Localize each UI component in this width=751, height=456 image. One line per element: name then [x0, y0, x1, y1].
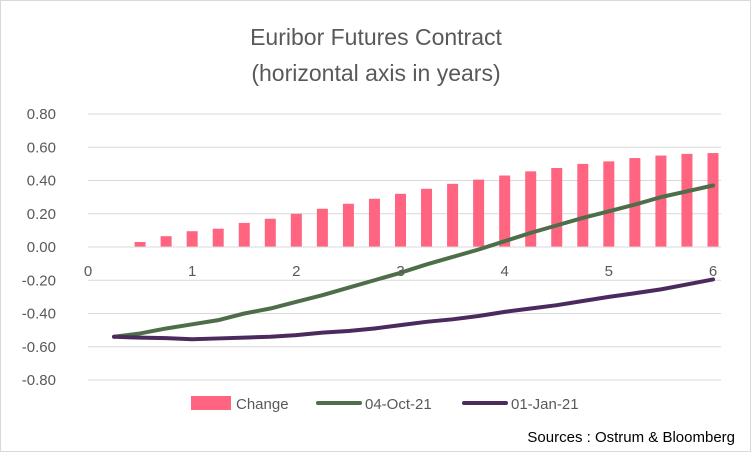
y-axis-ticks: 0.80 0.60 0.40 0.20 0.00 -0.20 -0.40 -0.60 -0.80 [22, 106, 56, 389]
x-tick-label: 0 [84, 263, 92, 280]
line-series [112, 183, 715, 342]
legend-label: 04-Oct-21 [365, 396, 432, 413]
y-tick-label: 0.40 [27, 173, 56, 190]
bar [238, 222, 250, 247]
bar [707, 153, 719, 247]
bar [212, 228, 224, 247]
bar [395, 193, 406, 247]
legend-label: 01-Jan-21 [511, 396, 579, 413]
bar [577, 163, 589, 247]
y-tick-label: -0.80 [22, 372, 56, 389]
x-tick-label: 1 [188, 263, 196, 280]
legend-swatch [191, 396, 231, 410]
bar [290, 213, 302, 247]
y-tick-label: -0.20 [22, 272, 56, 289]
bar [525, 171, 537, 247]
x-tick-label: 5 [605, 263, 613, 280]
chart-title-line2: (horizontal axis in years) [251, 60, 500, 86]
bar [134, 242, 146, 247]
x-axis-ticks: 0 1 2 3 4 5 6 [84, 263, 717, 280]
x-tick-label: 3 [396, 263, 404, 280]
x-tick-label: 4 [500, 263, 508, 280]
bar [473, 179, 485, 247]
bar [603, 161, 615, 247]
series-line [112, 183, 715, 339]
x-tick-label: 6 [709, 263, 717, 280]
bar [681, 153, 693, 247]
y-tick-label: 0.00 [27, 239, 56, 256]
source-note: Sources : Ostrum & Bloomberg [527, 429, 735, 446]
series-line [112, 277, 715, 342]
bar [499, 175, 511, 247]
bar [186, 231, 198, 247]
legend: Change 04-Oct-21 01-Jan-21 [191, 396, 579, 413]
bar [264, 218, 276, 247]
chart-title-line1: Euribor Futures Contract [250, 24, 502, 50]
x-tick-label: 2 [292, 263, 300, 280]
y-tick-label: -0.60 [22, 339, 56, 356]
bar [655, 155, 667, 247]
bar [160, 236, 172, 247]
bar-series-change [134, 153, 719, 247]
y-tick-label: 0.80 [27, 106, 56, 123]
y-tick-label: 0.60 [27, 139, 56, 156]
bar [342, 203, 354, 247]
legend-label: Change [236, 396, 289, 413]
y-tick-label: 0.20 [27, 206, 56, 223]
bar [447, 183, 459, 247]
bar [421, 188, 433, 247]
bar [368, 198, 380, 247]
bar [551, 168, 563, 247]
y-tick-label: -0.40 [22, 306, 56, 323]
bar [316, 208, 328, 247]
